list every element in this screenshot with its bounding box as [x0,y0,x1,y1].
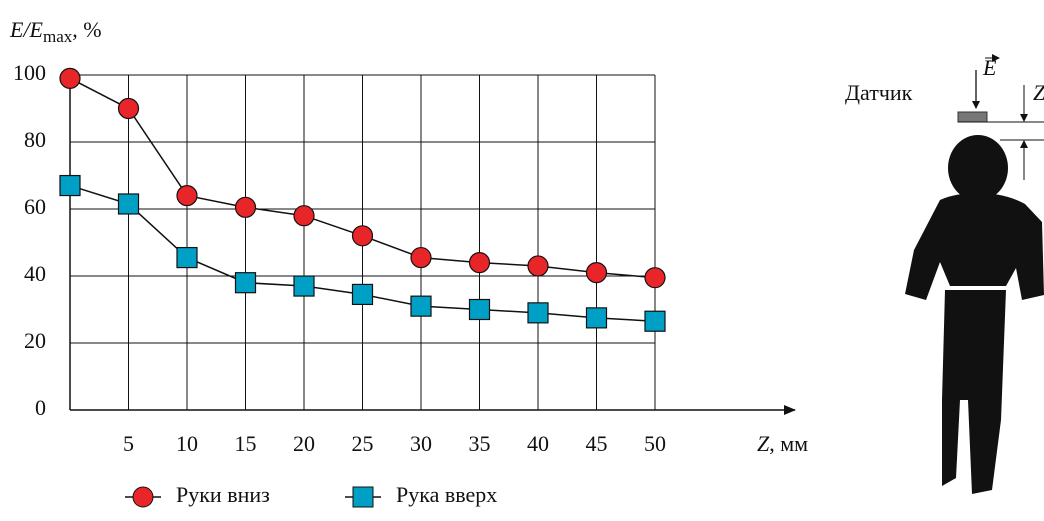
x-tick-label: 45 [586,431,608,456]
marker [117,193,140,215]
legend-marker [132,486,154,508]
marker [644,267,666,289]
marker [468,298,491,321]
legend-marker [352,486,374,508]
marker [234,196,257,218]
marker [234,272,257,294]
x-tick-label: 10 [176,431,198,456]
y-tick-label: 0 [35,395,46,420]
marker [351,225,374,247]
x-tick-label: 5 [123,431,134,456]
x-tick-label: 20 [293,431,315,456]
torso [905,192,1044,300]
x-tick-label: 25 [352,431,374,456]
marker [293,275,315,297]
y-axis-label: E/Emax, % [9,17,102,46]
marker [410,295,432,317]
x-tick-label: 50 [644,431,666,456]
y-tick-label: 60 [24,194,46,219]
x-label-unit: , мм [769,431,808,456]
marker [585,307,608,329]
x-tick-label: 35 [469,431,491,456]
marker [117,97,140,120]
marker [59,67,81,89]
marker [468,252,491,274]
y-label-main: E/E [9,17,44,42]
marker [410,246,432,269]
legend-label: Рука вверх [396,482,497,507]
distance-label: Z [1033,80,1044,105]
marker [176,246,198,269]
sensor-label: Датчик [845,80,913,105]
x-tick-label: 30 [410,431,432,456]
marker [527,302,549,324]
marker [644,310,666,332]
legs [942,290,1006,494]
x-label-main: Z [757,431,770,456]
marker [351,283,374,306]
y-tick-label: 40 [24,261,46,286]
figure: Датчик E Z [845,54,1044,494]
marker [293,205,315,227]
x-tick-label: 15 [235,431,257,456]
y-label-unit: , % [72,17,101,42]
marker [585,262,608,284]
y-tick-label: 20 [24,328,46,353]
y-label-sub: max [43,27,73,46]
marker [59,174,81,197]
field-label: E [982,55,997,80]
y-tick-label: 80 [24,127,46,152]
y-tick-label: 100 [13,60,46,85]
marker [176,185,198,207]
head [948,135,1008,201]
x-axis-label: Z, мм [757,431,808,456]
legend-label: Руки вниз [176,482,270,507]
marker [527,255,549,277]
sensor [957,111,988,123]
x-tick-label: 40 [527,431,549,456]
